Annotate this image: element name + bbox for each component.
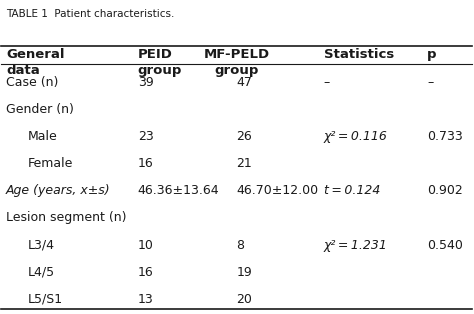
Text: 23: 23 (138, 130, 154, 143)
Text: L4/5: L4/5 (27, 266, 55, 279)
Text: 46.70±12.00: 46.70±12.00 (237, 184, 319, 198)
Text: Gender (n): Gender (n) (6, 103, 74, 116)
Text: 20: 20 (237, 293, 252, 306)
Text: Lesion segment (n): Lesion segment (n) (6, 211, 127, 225)
Text: 21: 21 (237, 157, 252, 170)
Text: General
data: General data (6, 48, 64, 77)
Text: 39: 39 (138, 76, 154, 89)
Text: 13: 13 (138, 293, 154, 306)
Text: t = 0.124: t = 0.124 (324, 184, 380, 198)
Text: 0.540: 0.540 (427, 239, 463, 252)
Text: TABLE 1  Patient characteristics.: TABLE 1 Patient characteristics. (6, 9, 174, 19)
Text: Age (years, x±s): Age (years, x±s) (6, 184, 111, 198)
Text: 19: 19 (237, 266, 252, 279)
Text: L3/4: L3/4 (27, 239, 54, 252)
Text: 16: 16 (138, 157, 154, 170)
Text: Female: Female (27, 157, 73, 170)
Text: L5/S1: L5/S1 (27, 293, 63, 306)
Text: MF-PELD
group: MF-PELD group (203, 48, 270, 77)
Text: Male: Male (27, 130, 57, 143)
Text: 0.733: 0.733 (427, 130, 463, 143)
Text: 47: 47 (237, 76, 252, 89)
Text: χ² = 0.116: χ² = 0.116 (324, 130, 387, 143)
Text: 0.902: 0.902 (427, 184, 463, 198)
Text: p: p (427, 48, 437, 61)
Text: –: – (324, 76, 330, 89)
Text: Statistics: Statistics (324, 48, 394, 61)
Text: –: – (427, 76, 433, 89)
Text: 8: 8 (237, 239, 245, 252)
Text: PEID
group: PEID group (138, 48, 182, 77)
Text: 16: 16 (138, 266, 154, 279)
Text: 10: 10 (138, 239, 154, 252)
Text: χ² = 1.231: χ² = 1.231 (324, 239, 387, 252)
Text: 46.36±13.64: 46.36±13.64 (138, 184, 219, 198)
Text: 26: 26 (237, 130, 252, 143)
Text: Case (n): Case (n) (6, 76, 58, 89)
